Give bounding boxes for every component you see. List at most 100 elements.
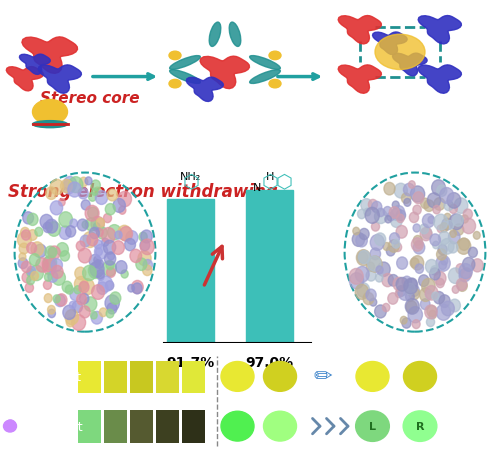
- Circle shape: [396, 211, 406, 221]
- Circle shape: [30, 266, 44, 281]
- Circle shape: [78, 189, 88, 199]
- Circle shape: [413, 206, 421, 215]
- Circle shape: [437, 226, 444, 233]
- Circle shape: [78, 220, 88, 231]
- Circle shape: [450, 230, 456, 238]
- Circle shape: [82, 221, 89, 229]
- Circle shape: [462, 258, 475, 272]
- Circle shape: [396, 258, 407, 270]
- Circle shape: [70, 289, 81, 301]
- Circle shape: [94, 244, 108, 260]
- Circle shape: [410, 258, 419, 268]
- Circle shape: [4, 371, 16, 382]
- Circle shape: [63, 180, 75, 194]
- Ellipse shape: [170, 70, 200, 84]
- Circle shape: [412, 320, 420, 329]
- Circle shape: [383, 243, 390, 251]
- Circle shape: [434, 292, 444, 304]
- Circle shape: [359, 229, 369, 240]
- Circle shape: [372, 222, 380, 232]
- Circle shape: [463, 210, 472, 220]
- Circle shape: [358, 210, 366, 219]
- Text: R: R: [416, 421, 424, 431]
- Circle shape: [432, 242, 439, 249]
- Circle shape: [121, 270, 128, 278]
- Circle shape: [169, 80, 181, 89]
- Circle shape: [20, 228, 30, 238]
- Circle shape: [48, 309, 56, 318]
- Circle shape: [60, 180, 72, 193]
- Circle shape: [19, 253, 26, 261]
- Circle shape: [27, 269, 34, 277]
- Circle shape: [436, 279, 444, 288]
- Circle shape: [44, 273, 52, 281]
- Circle shape: [4, 420, 16, 432]
- Circle shape: [96, 249, 102, 256]
- Circle shape: [80, 306, 90, 318]
- Circle shape: [72, 301, 83, 313]
- Circle shape: [370, 299, 377, 306]
- Circle shape: [66, 226, 76, 238]
- Circle shape: [50, 202, 62, 215]
- Circle shape: [409, 288, 420, 300]
- Text: Strong electron withdrawing: Strong electron withdrawing: [8, 183, 277, 201]
- Circle shape: [48, 222, 60, 237]
- Circle shape: [472, 259, 483, 272]
- Circle shape: [79, 282, 89, 293]
- Circle shape: [45, 247, 56, 259]
- Circle shape: [384, 183, 395, 195]
- Circle shape: [377, 209, 384, 217]
- Circle shape: [415, 241, 422, 249]
- Circle shape: [382, 304, 390, 312]
- Text: N: N: [253, 182, 262, 192]
- Circle shape: [396, 215, 404, 223]
- Circle shape: [48, 306, 55, 314]
- Circle shape: [96, 270, 104, 279]
- Circle shape: [358, 252, 368, 264]
- Circle shape: [422, 228, 432, 239]
- Circle shape: [366, 262, 374, 272]
- Polygon shape: [338, 17, 382, 45]
- Circle shape: [88, 263, 102, 279]
- Polygon shape: [392, 54, 427, 77]
- Circle shape: [394, 184, 407, 198]
- Circle shape: [106, 309, 114, 318]
- Circle shape: [436, 304, 450, 321]
- Circle shape: [18, 258, 28, 269]
- Circle shape: [264, 411, 296, 441]
- Circle shape: [408, 181, 415, 189]
- Circle shape: [136, 258, 147, 271]
- Circle shape: [415, 264, 424, 274]
- Circle shape: [398, 286, 411, 301]
- Circle shape: [441, 258, 448, 265]
- Ellipse shape: [170, 56, 200, 70]
- Circle shape: [221, 362, 254, 391]
- Circle shape: [83, 232, 97, 248]
- Circle shape: [438, 232, 450, 245]
- Circle shape: [383, 207, 392, 217]
- Circle shape: [113, 199, 126, 213]
- Ellipse shape: [229, 23, 241, 47]
- Circle shape: [81, 200, 90, 211]
- Circle shape: [368, 257, 381, 272]
- Circle shape: [439, 295, 450, 308]
- Circle shape: [102, 239, 108, 247]
- Circle shape: [422, 279, 435, 294]
- Circle shape: [84, 297, 97, 312]
- Circle shape: [459, 264, 472, 279]
- Circle shape: [391, 208, 402, 221]
- Circle shape: [120, 227, 132, 242]
- Circle shape: [32, 100, 68, 125]
- Circle shape: [100, 308, 107, 317]
- Circle shape: [143, 260, 152, 271]
- Circle shape: [426, 318, 434, 327]
- Polygon shape: [22, 38, 78, 74]
- Circle shape: [368, 200, 378, 210]
- Circle shape: [76, 241, 85, 251]
- Circle shape: [132, 281, 143, 294]
- Circle shape: [108, 252, 114, 260]
- Circle shape: [269, 80, 281, 89]
- Circle shape: [440, 188, 454, 204]
- Text: 91.7%: 91.7%: [166, 355, 214, 369]
- Circle shape: [370, 235, 384, 251]
